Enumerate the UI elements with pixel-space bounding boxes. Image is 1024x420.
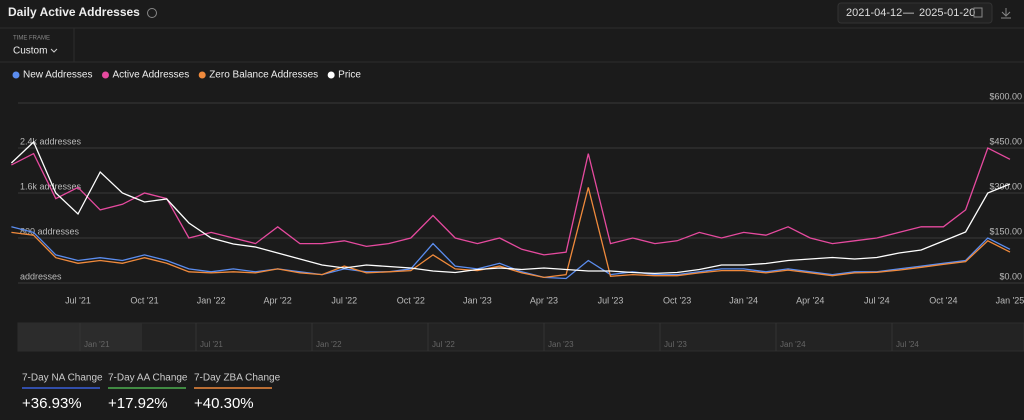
date-to: 2025-01-20 [919,7,975,19]
y-tick-label: 800 addresses [20,226,80,236]
x-tick-label: Jan '25 [996,295,1024,305]
navigator-label: Jan '24 [780,340,806,349]
x-tick-label: Jul '24 [864,295,890,305]
navigator[interactable] [17,322,1024,352]
download-icon[interactable] [1001,8,1011,19]
dropdown-arrow[interactable] [50,48,58,53]
y-tick-label: 2.4k addresses [20,136,82,146]
y2-tick-label: $450.00 [989,136,1022,146]
line-series [10,140,1011,275]
legend-dot [101,71,109,79]
navigator-label: Jul '22 [432,340,455,349]
x-tick-label: Oct '23 [663,295,691,305]
legend-label: New Addresses [23,70,92,81]
stat-value: +36.93% [22,395,82,412]
stat-label: 7-Day AA Change [108,373,188,384]
x-tick-label: Jan '24 [729,295,758,305]
legend-label: Zero Balance Addresses [209,70,318,81]
navigator-label: Jul '21 [200,340,223,349]
y-tick-label: addresses [20,271,62,281]
navigator-label: Jan '22 [316,340,342,349]
y2-tick-label: $0.00 [999,271,1022,281]
legend-label: Active Addresses [112,70,189,81]
stat-label: 7-Day ZBA Change [194,373,281,384]
x-tick-label: Jan '22 [197,295,226,305]
timeframe-value[interactable]: Custom [13,46,47,57]
y2-tick-label: $150.00 [989,226,1022,236]
x-tick-label: Apr '24 [796,295,824,305]
stat-value: +17.92% [108,395,168,412]
legend-dot [12,71,20,79]
stat-label: 7-Day NA Change [22,373,103,384]
timeframe-label: TIME FRAME [13,36,50,42]
stat-value: +40.30% [194,395,254,412]
x-tick-label: Jul '22 [331,295,357,305]
legend-label: Price [338,70,361,81]
x-tick-label: Jul '23 [598,295,624,305]
navigator-label: Jan '23 [548,340,574,349]
line-series [11,226,1011,280]
x-tick-label: Jul '21 [65,295,91,305]
x-tick-label: Apr '23 [530,295,558,305]
navigator-label: Jul '24 [896,340,919,349]
help-icon[interactable] [147,8,157,18]
date-from: 2021-04-12 [846,7,902,19]
x-tick-label: Jan '23 [463,295,492,305]
date-range[interactable] [837,2,993,24]
calendar-icon[interactable] [973,7,983,18]
line-series [11,187,1011,279]
line-series [11,147,1011,256]
y-tick-label: 1.6k addresses [20,181,82,191]
navigator-label: Jan '21 [84,340,110,349]
title: Daily Active Addresses [8,5,140,19]
x-tick-label: Oct '22 [397,295,425,305]
y2-tick-label: $600.00 [989,91,1022,101]
x-tick-label: Apr '22 [264,295,292,305]
x-tick-label: Oct '24 [929,295,957,305]
x-tick-label: Oct '21 [130,295,158,305]
legend-dot [327,71,335,79]
navigator-label: Jul '23 [664,340,687,349]
date-sep: — [903,7,914,19]
legend-dot [198,71,206,79]
